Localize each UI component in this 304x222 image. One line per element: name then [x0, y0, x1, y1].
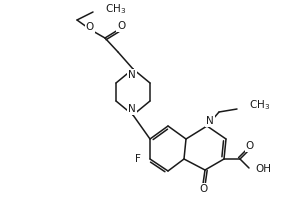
Text: O: O	[117, 21, 125, 31]
Text: CH$_3$: CH$_3$	[105, 2, 126, 16]
Text: O: O	[199, 184, 207, 194]
Text: OH: OH	[255, 164, 271, 174]
Text: CH$_3$: CH$_3$	[249, 98, 270, 112]
Text: O: O	[246, 141, 254, 151]
Text: N: N	[206, 116, 214, 126]
Text: F: F	[135, 154, 141, 164]
Text: N: N	[128, 104, 136, 114]
Text: N: N	[128, 70, 136, 80]
Text: O: O	[86, 22, 94, 32]
